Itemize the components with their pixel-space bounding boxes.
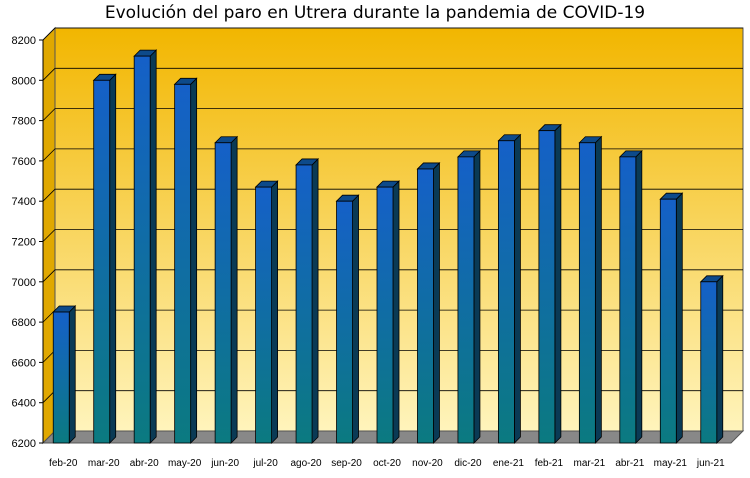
bar-side [716,274,724,444]
bar-side [554,123,562,444]
x-tick-label: abr-20 [130,458,159,469]
y-tick-label: 7800 [12,116,36,128]
bar-side [594,135,602,444]
y-tick-label: 6200 [12,438,36,450]
bar [255,186,272,444]
bar [457,156,475,444]
y-tick-label: 8000 [12,75,36,87]
bar [133,55,151,444]
bar-side [352,194,359,444]
x-tick-label: abr-21 [615,458,644,469]
bar [498,140,515,444]
y-tick-label: 6400 [12,398,36,410]
x-tick-label: dic-20 [454,458,482,469]
x-tick-label: may-20 [168,458,202,469]
bar [52,311,70,444]
y-tick-label: 6600 [12,357,36,369]
y-tick-label: 8200 [12,35,36,47]
bar-side [230,135,238,444]
y-tick-label: 7000 [12,277,36,289]
x-tick-label: nov-20 [412,458,443,469]
bar-side [149,49,157,444]
x-tick-label: mar-21 [574,458,606,469]
bar-side [514,133,521,444]
bar-side [311,157,319,444]
bar [659,198,677,444]
gridline [42,27,743,41]
bar-side [190,77,198,444]
chart-title: Evolución del paro en Utrera durante la … [104,3,646,23]
bar [578,142,596,444]
bar-side [68,305,76,444]
bar-side [392,180,400,444]
y-tick-label: 7400 [12,196,36,208]
bar [417,168,434,444]
bar [174,83,192,444]
bar-side [433,161,440,444]
bar [93,79,111,444]
y-tick-label: 7600 [12,156,36,168]
bar-side [675,192,683,444]
bar [619,156,637,444]
bar [376,186,394,444]
gridline [42,108,743,121]
bar [214,142,232,444]
bar-side [473,149,481,444]
bar [295,164,313,444]
bar [538,130,556,444]
x-tick-label: feb-20 [49,458,78,469]
y-tick-label: 7200 [12,237,36,249]
bar-side [109,73,117,444]
y-tick-label: 6800 [12,317,36,329]
x-tick-label: ene-21 [493,458,525,469]
x-tick-label: oct-20 [373,458,401,469]
x-tick-label: feb-21 [535,458,564,469]
x-tick-label: may-21 [654,458,688,469]
x-tick-label: jun-20 [210,458,239,469]
bar-side [271,180,278,444]
x-tick-label: sep-20 [331,458,362,469]
bar-side [635,149,643,444]
x-tick-label: jul-20 [252,458,278,469]
x-tick-label: ago-20 [290,458,322,469]
x-tick-label: mar-20 [88,458,120,469]
bar [336,200,353,444]
x-tick-label: jun-21 [696,458,725,469]
bar [700,281,718,444]
gridline [42,67,743,81]
